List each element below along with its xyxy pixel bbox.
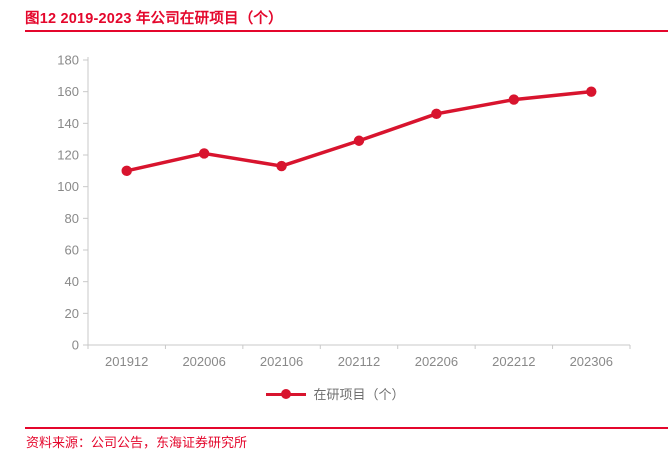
source-divider [25, 427, 668, 429]
x-tick-label: 202006 [182, 354, 225, 369]
data-point [353, 135, 365, 146]
series-line [124, 89, 594, 173]
y-tick-label: 80 [65, 211, 79, 226]
x-tick-label: 202112 [338, 354, 380, 369]
x-tick-label: 201912 [105, 354, 148, 369]
source-note: 资料来源：公司公告，东海证券研究所 [26, 435, 248, 450]
data-point [431, 108, 442, 120]
figure-title: 图12 2019-2023 年公司在研项目（个） [25, 11, 283, 27]
data-point [121, 165, 132, 177]
x-tick-label: 202306 [570, 354, 613, 369]
legend-series-label: 在研项目（个） [313, 387, 405, 402]
y-tick-label: 0 [72, 338, 79, 353]
legend-line-dot-icon [266, 388, 307, 399]
y-tick-label: 60 [65, 243, 79, 258]
title-underline [25, 30, 668, 32]
y-tick-label: 120 [57, 148, 79, 163]
x-tick-label: 202212 [492, 354, 535, 369]
y-tick-label: 100 [57, 179, 79, 194]
data-point [276, 160, 287, 172]
y-tick-label: 20 [65, 306, 79, 321]
y-tick-label: 180 [57, 53, 79, 68]
data-point [508, 94, 520, 105]
y-tick-label: 40 [65, 274, 79, 289]
y-tick-label: 140 [57, 116, 79, 131]
x-tick-label: 202206 [415, 354, 458, 369]
data-point [198, 148, 210, 159]
y-tick-label: 160 [57, 84, 79, 99]
chart-legend: 在研项目（个） [0, 384, 671, 403]
x-tick-label: 202106 [260, 354, 303, 369]
data-point [586, 86, 597, 97]
line-chart-svg: 0 20 40 60 80 100 120 140 160 180 201912 202006 2021… [57, 53, 631, 369]
